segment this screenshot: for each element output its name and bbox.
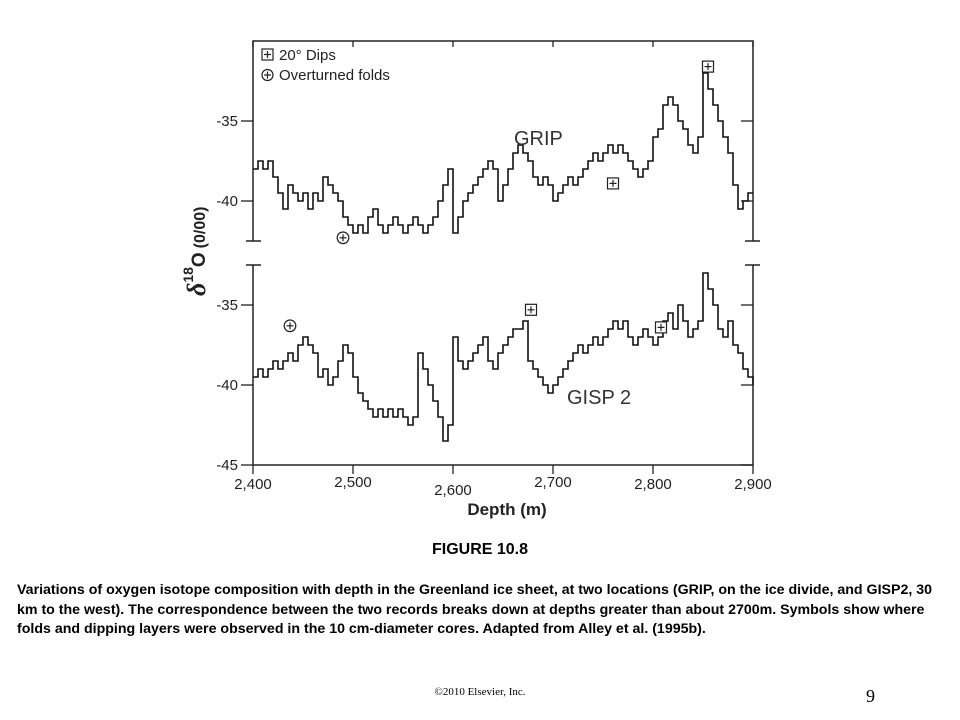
legend: 20° Dips Overturned folds	[261, 47, 390, 84]
x-tick-label: 2,900	[734, 476, 772, 493]
y-tick-label: -35	[216, 113, 238, 130]
x-tick-label: 2,500	[334, 474, 372, 491]
dip-marker-icon	[701, 60, 715, 73]
copyright-footer: ©2010 Elsevier, Inc.	[434, 686, 526, 698]
legend-boxed-plus-icon	[261, 48, 274, 61]
fold-marker-icon	[283, 319, 297, 333]
panel-break-gap	[250, 241, 756, 265]
page-number: 9	[866, 686, 875, 706]
gisp2-series-line	[253, 272, 754, 442]
y-tick-label: -45	[216, 457, 238, 474]
y-tick-label: -40	[216, 377, 238, 394]
grip-series-line	[253, 72, 753, 234]
svg-text:δ18O(0/00): δ18O (0/00)	[180, 207, 211, 296]
dip-marker-icon	[524, 303, 538, 316]
y-label-unit: (0/00)	[192, 207, 209, 249]
panel-label-gisp2: GISP 2	[567, 387, 631, 409]
y-label-sup: 18	[180, 267, 196, 283]
x-tick-label: 2,700	[534, 474, 572, 491]
fold-marker-icon	[336, 231, 350, 245]
legend-label-folds: Overturned folds	[279, 67, 390, 84]
x-tick-label: 2,600	[434, 482, 472, 499]
y-label-main: O	[189, 252, 210, 267]
dip-marker-icon	[654, 321, 668, 334]
y-tick-label: -40	[216, 193, 238, 210]
y-label-delta: δ	[182, 283, 211, 296]
legend-label-dips: 20° Dips	[279, 47, 336, 64]
figure-title: FIGURE 10.8	[431, 541, 529, 558]
x-tick-label: 2,800	[634, 476, 672, 493]
figure-caption: Variations of oxygen isotope composition…	[17, 582, 932, 637]
dip-marker-icon	[606, 177, 620, 190]
y-axis-label: δ18O (0/00)	[180, 207, 211, 296]
isotope-depth-chart: 2,400 2,500 2,600 2,700 2,800 2,900 -35 -40 -35 -…	[180, 40, 772, 519]
x-axis-label: Depth (m)	[467, 500, 546, 519]
legend-circled-plus-icon	[261, 68, 274, 82]
x-tick-label: 2,400	[234, 476, 272, 493]
y-tick-label: -35	[216, 297, 238, 314]
panel-label-grip: GRIP	[514, 128, 563, 150]
